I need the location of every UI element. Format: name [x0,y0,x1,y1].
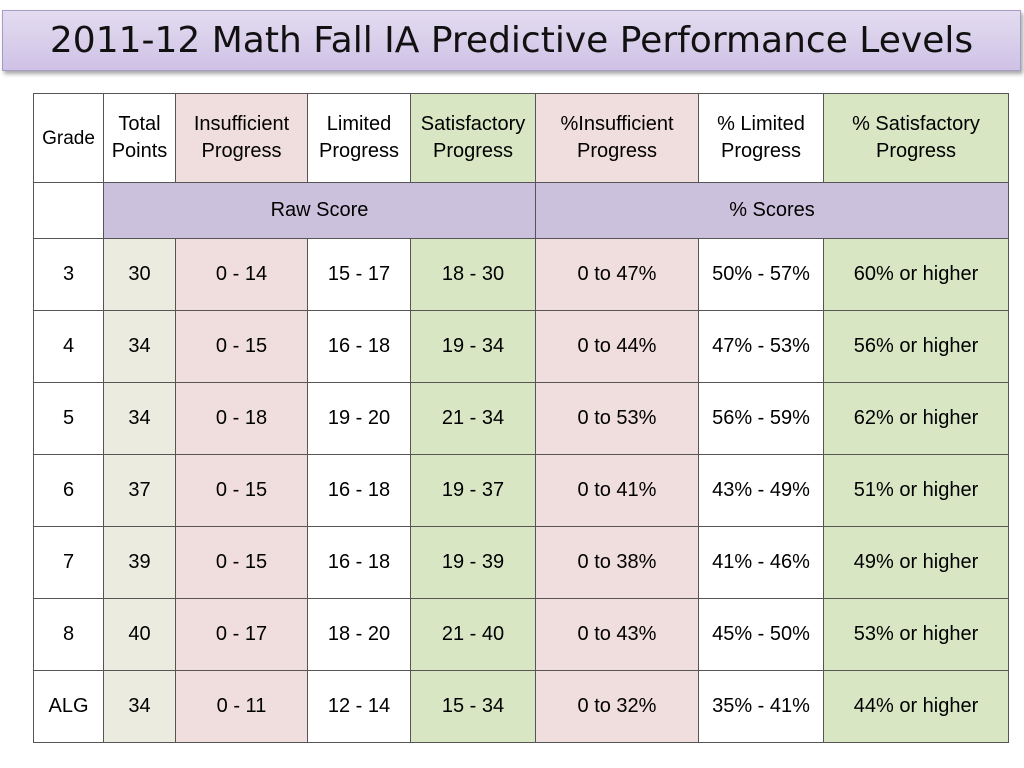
grade-cell: 5 [33,382,104,455]
table-row: 4 34 0 - 15 16 - 18 19 - 34 0 to 44% 47% - 53%… [33,310,1009,383]
table-row: 3 30 0 - 14 15 - 17 18 - 30 0 to 47% 50% - 57%… [33,238,1009,311]
satisfactory-cell: 19 - 34 [410,310,536,383]
pct-limited-cell: 47% - 53% [698,310,824,383]
total-points-cell: 37 [103,454,176,527]
satisfactory-cell: 21 - 40 [410,598,536,671]
insufficient-cell: 0 - 17 [175,598,308,671]
subheader-row: Raw Score % Scores [33,182,1009,239]
pct-satisfactory-cell: 44% or higher [823,670,1009,743]
pct-limited-cell: 43% - 49% [698,454,824,527]
header-row: Grade Total Points Insufficient Progress L… [33,93,1009,183]
limited-cell: 15 - 17 [307,238,411,311]
pct-satisfactory-cell: 49% or higher [823,526,1009,599]
page-title: 2011-12 Math Fall IA Predictive Performa… [49,20,974,61]
insufficient-cell: 0 - 15 [175,310,308,383]
header-satisfactory-progress: Satisfactory Progress [410,93,536,183]
pct-limited-cell: 45% - 50% [698,598,824,671]
limited-cell: 19 - 20 [307,382,411,455]
satisfactory-cell: 19 - 39 [410,526,536,599]
table-row: 5 34 0 - 18 19 - 20 21 - 34 0 to 53% 56% - 59%… [33,382,1009,455]
insufficient-cell: 0 - 15 [175,526,308,599]
pct-insufficient-cell: 0 to 43% [535,598,699,671]
insufficient-cell: 0 - 15 [175,454,308,527]
total-points-cell: 30 [103,238,176,311]
header-insufficient-progress: Insufficient Progress [175,93,308,183]
grade-cell: 7 [33,526,104,599]
pct-insufficient-cell: 0 to 41% [535,454,699,527]
table-row: 8 40 0 - 17 18 - 20 21 - 40 0 to 43% 45% - 50%… [33,598,1009,671]
subheader-pct-scores: % Scores [535,182,1009,239]
pct-satisfactory-cell: 53% or higher [823,598,1009,671]
limited-cell: 18 - 20 [307,598,411,671]
satisfactory-cell: 21 - 34 [410,382,536,455]
header-pct-limited-progress: % Limited Progress [698,93,824,183]
pct-limited-cell: 41% - 46% [698,526,824,599]
pct-satisfactory-cell: 60% or higher [823,238,1009,311]
satisfactory-cell: 15 - 34 [410,670,536,743]
grade-cell: 3 [33,238,104,311]
performance-levels-table: Grade Total Points Insufficient Progress L… [33,93,1009,743]
table-row: 7 39 0 - 15 16 - 18 19 - 39 0 to 38% 41% - 46%… [33,526,1009,599]
pct-satisfactory-cell: 56% or higher [823,310,1009,383]
grade-cell: ALG [33,670,104,743]
limited-cell: 16 - 18 [307,454,411,527]
insufficient-cell: 0 - 14 [175,238,308,311]
total-points-cell: 34 [103,382,176,455]
total-points-cell: 34 [103,670,176,743]
table-row: ALG 34 0 - 11 12 - 14 15 - 34 0 to 32% 35% - 4… [33,670,1009,743]
total-points-cell: 34 [103,310,176,383]
pct-insufficient-cell: 0 to 38% [535,526,699,599]
pct-insufficient-cell: 0 to 44% [535,310,699,383]
pct-limited-cell: 50% - 57% [698,238,824,311]
header-pct-satisfactory-progress: % Satisfactory Progress [823,93,1009,183]
pct-satisfactory-cell: 51% or higher [823,454,1009,527]
satisfactory-cell: 18 - 30 [410,238,536,311]
insufficient-cell: 0 - 18 [175,382,308,455]
pct-insufficient-cell: 0 to 53% [535,382,699,455]
header-pct-insufficient-progress: %Insufficient Progress [535,93,699,183]
header-limited-progress: Limited Progress [307,93,411,183]
header-grade: Grade [33,93,104,183]
header-total-points: Total Points [103,93,176,183]
pct-limited-cell: 35% - 41% [698,670,824,743]
limited-cell: 16 - 18 [307,526,411,599]
limited-cell: 12 - 14 [307,670,411,743]
pct-insufficient-cell: 0 to 32% [535,670,699,743]
limited-cell: 16 - 18 [307,310,411,383]
pct-insufficient-cell: 0 to 47% [535,238,699,311]
table-row: 6 37 0 - 15 16 - 18 19 - 37 0 to 41% 43% - 49%… [33,454,1009,527]
table-body: 3 30 0 - 14 15 - 17 18 - 30 0 to 47% 50% - 57%… [33,238,1009,743]
grade-cell: 8 [33,598,104,671]
total-points-cell: 39 [103,526,176,599]
grade-cell: 4 [33,310,104,383]
pct-satisfactory-cell: 62% or higher [823,382,1009,455]
title-bar: 2011-12 Math Fall IA Predictive Performa… [2,10,1021,71]
total-points-cell: 40 [103,598,176,671]
subheader-raw-score: Raw Score [103,182,536,239]
pct-limited-cell: 56% - 59% [698,382,824,455]
satisfactory-cell: 19 - 37 [410,454,536,527]
insufficient-cell: 0 - 11 [175,670,308,743]
grade-cell: 6 [33,454,104,527]
subheader-empty-cell [33,182,104,239]
